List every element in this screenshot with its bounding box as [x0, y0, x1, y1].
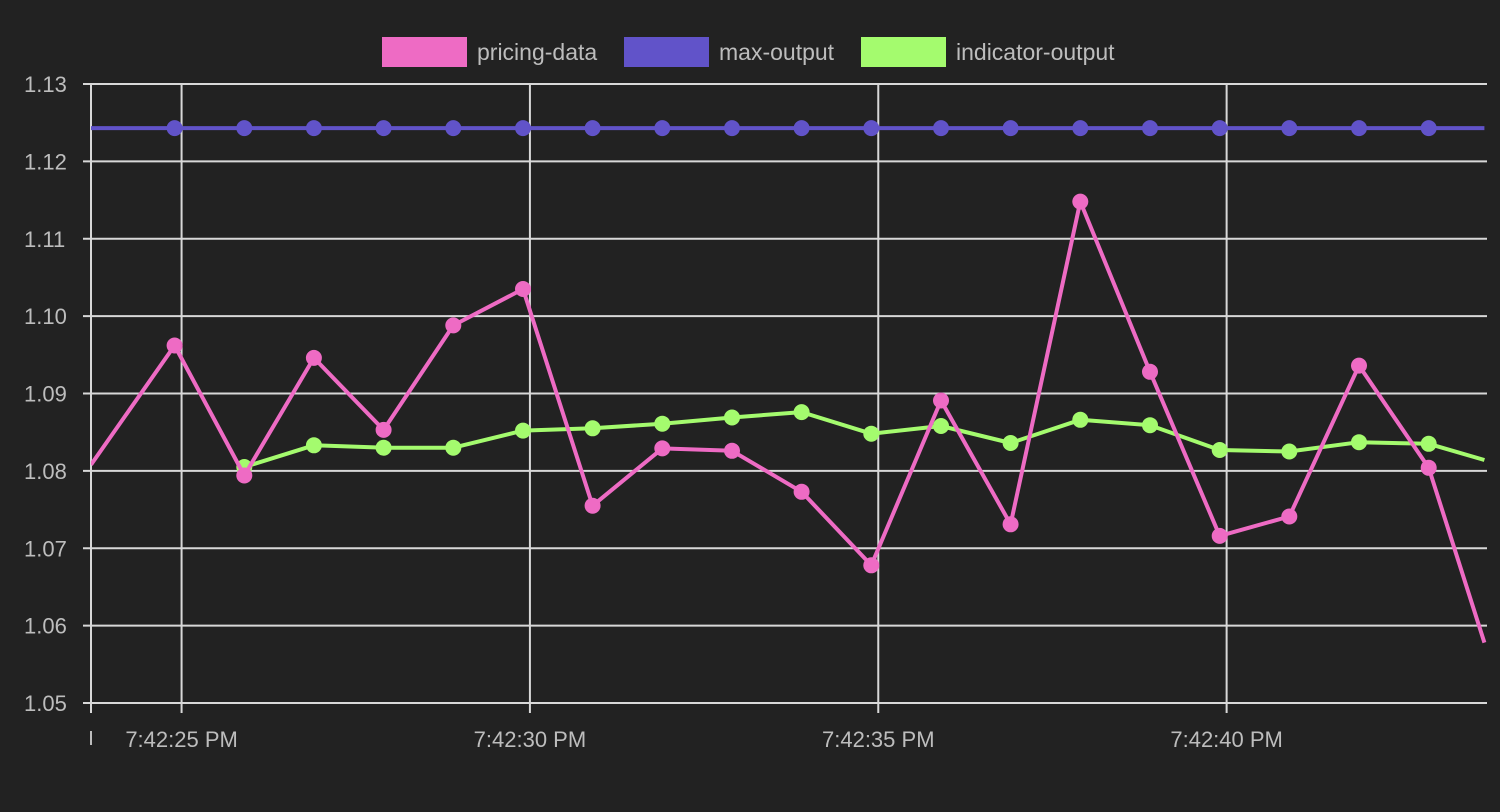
series-line-pricing-data — [91, 199, 1487, 644]
data-point-indicator-output[interactable] — [1420, 435, 1437, 452]
data-point-pricing-data[interactable] — [863, 557, 880, 574]
data-point-pricing-data[interactable] — [515, 281, 531, 297]
data-point-max-output[interactable] — [933, 120, 949, 137]
data-point-indicator-output[interactable] — [584, 420, 601, 437]
series-line-indicator-output — [243, 410, 1485, 469]
y-tick-label: 1.11 — [24, 227, 65, 252]
data-point-max-output[interactable] — [1351, 120, 1367, 137]
data-point-pricing-data[interactable] — [375, 421, 392, 438]
data-point-indicator-output[interactable] — [1211, 442, 1228, 458]
data-point-pricing-data[interactable] — [1420, 459, 1437, 476]
data-point-indicator-output[interactable] — [1142, 417, 1158, 434]
data-point-pricing-data[interactable] — [584, 497, 601, 514]
data-point-indicator-output[interactable] — [515, 422, 531, 439]
data-point-indicator-output[interactable] — [375, 439, 392, 456]
data-point-pricing-data[interactable] — [1072, 193, 1089, 210]
data-point-max-output[interactable] — [1142, 120, 1158, 137]
data-point-indicator-output[interactable] — [1351, 434, 1367, 451]
data-point-max-output[interactable] — [793, 120, 810, 137]
legend-label-max-output[interactable]: max-output — [719, 39, 835, 65]
y-tick-label: 1.08 — [24, 459, 67, 484]
data-point-indicator-output[interactable] — [933, 418, 949, 434]
data-point-indicator-output[interactable] — [724, 409, 740, 426]
x-tick-label: 7:42:30 PM — [474, 727, 587, 752]
series-max-output — [91, 120, 1485, 137]
series-indicator-output — [236, 404, 1485, 475]
data-point-pricing-data[interactable] — [1002, 516, 1019, 533]
y-tick-label: 1.10 — [24, 304, 67, 329]
data-point-max-output[interactable] — [863, 120, 880, 137]
data-point-indicator-output[interactable] — [1002, 435, 1019, 451]
legend-label-pricing-data[interactable]: pricing-data — [477, 39, 597, 65]
legend-swatch-max-output[interactable] — [624, 37, 709, 67]
data-point-max-output[interactable] — [375, 120, 392, 137]
legend: pricing-data max-output indicator-output — [382, 37, 1115, 67]
series-pricing-data — [91, 193, 1487, 644]
data-point-max-output[interactable] — [584, 120, 601, 137]
data-point-pricing-data[interactable] — [1211, 527, 1228, 544]
legend-swatch-pricing-data[interactable] — [382, 37, 467, 67]
data-point-indicator-output[interactable] — [445, 439, 462, 456]
data-point-indicator-output[interactable] — [1072, 411, 1089, 428]
data-point-max-output[interactable] — [1420, 120, 1437, 137]
data-point-pricing-data[interactable] — [933, 392, 949, 409]
x-tick-label: 7:42:40 PM — [1170, 727, 1283, 752]
y-tick-label: 1.06 — [24, 614, 67, 639]
data-point-max-output[interactable] — [1072, 120, 1089, 137]
data-point-max-output[interactable] — [515, 120, 531, 137]
data-point-max-output[interactable] — [1211, 120, 1228, 137]
data-point-pricing-data[interactable] — [1281, 508, 1298, 525]
legend-swatch-indicator-output[interactable] — [861, 37, 946, 67]
data-point-max-output[interactable] — [724, 120, 740, 137]
legend-label-indicator-output[interactable]: indicator-output — [956, 39, 1115, 65]
data-point-max-output[interactable] — [654, 120, 671, 137]
series-layer — [91, 120, 1487, 644]
y-tick-label: 1.09 — [24, 382, 67, 407]
data-point-max-output[interactable] — [166, 120, 183, 137]
data-point-indicator-output[interactable] — [863, 425, 880, 442]
data-point-max-output[interactable] — [1002, 120, 1019, 137]
y-tick-label: 1.07 — [24, 536, 67, 561]
data-point-pricing-data[interactable] — [654, 440, 671, 457]
data-point-pricing-data[interactable] — [1351, 357, 1367, 374]
data-point-pricing-data[interactable] — [166, 337, 183, 354]
data-point-pricing-data[interactable] — [724, 442, 740, 459]
data-point-max-output[interactable] — [445, 120, 462, 137]
data-point-indicator-output[interactable] — [305, 437, 322, 454]
data-point-indicator-output[interactable] — [654, 415, 671, 432]
data-point-pricing-data[interactable] — [236, 467, 253, 484]
data-point-pricing-data[interactable] — [1142, 363, 1158, 380]
grid — [83, 83, 1487, 713]
data-point-max-output[interactable] — [236, 120, 253, 137]
axes: 1.13 1.12 1.11 1.10 1.09 1.08 1.07 1.06 1.05 7:42… — [24, 72, 1283, 752]
data-point-indicator-output[interactable] — [793, 404, 810, 421]
y-tick-label: 1.12 — [24, 149, 67, 174]
data-point-max-output[interactable] — [1281, 120, 1298, 137]
data-point-pricing-data[interactable] — [793, 483, 810, 500]
x-tick-label: 7:42:35 PM — [822, 727, 935, 752]
data-point-pricing-data[interactable] — [445, 317, 462, 334]
data-point-indicator-output[interactable] — [1281, 443, 1298, 460]
y-tick-label: 1.05 — [24, 691, 67, 716]
data-point-pricing-data[interactable] — [305, 349, 322, 366]
data-point-max-output[interactable] — [305, 120, 322, 137]
y-tick-label: 1.13 — [24, 72, 67, 97]
x-tick-label: 7:42:25 PM — [125, 727, 238, 752]
